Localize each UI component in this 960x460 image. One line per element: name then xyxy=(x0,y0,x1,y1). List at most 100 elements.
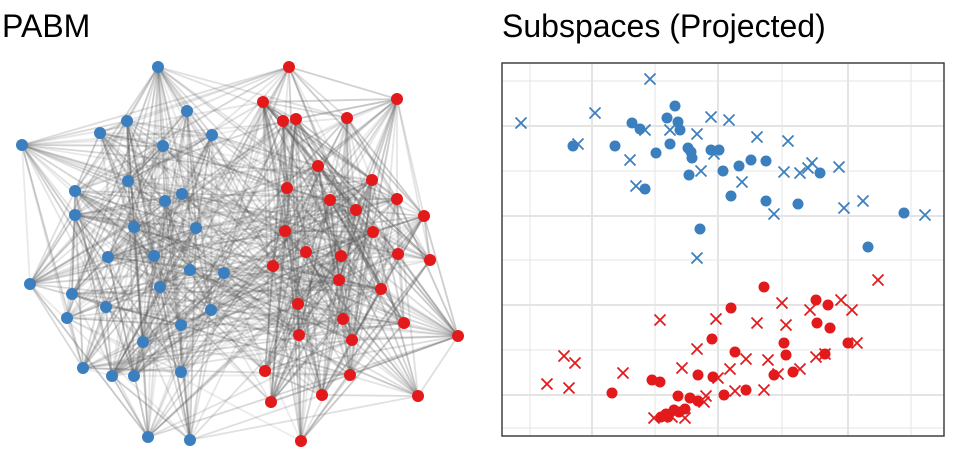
scatter-point-cross xyxy=(629,179,643,193)
network-edge xyxy=(99,132,213,136)
network-edge xyxy=(21,144,84,369)
network-edge xyxy=(71,293,149,438)
network-edge xyxy=(272,265,340,281)
network-edge xyxy=(264,231,374,372)
scatter-point-circle xyxy=(664,138,676,150)
network-edge xyxy=(21,144,342,257)
network-edge xyxy=(29,66,290,285)
network-edge xyxy=(133,286,161,377)
network-edge xyxy=(111,215,425,377)
network-edge xyxy=(133,374,351,377)
network-edge xyxy=(284,230,323,396)
network-edge xyxy=(71,279,340,295)
network-edge xyxy=(211,134,274,267)
scatter-point-cross xyxy=(809,350,823,364)
network-edge xyxy=(272,120,284,267)
network-edge xyxy=(317,165,344,320)
network-edge xyxy=(189,269,300,336)
network-edge xyxy=(264,335,459,372)
network-edge xyxy=(321,259,431,396)
network-edge xyxy=(189,269,272,403)
scatter-point-cross xyxy=(779,318,793,332)
scatter-point-cross xyxy=(647,411,661,425)
network-node-red xyxy=(412,390,424,402)
network-node-red xyxy=(300,246,312,258)
network-edge xyxy=(126,120,182,373)
network-edge xyxy=(74,190,299,305)
network-edge xyxy=(142,286,161,343)
network-edge xyxy=(133,269,191,377)
network-edge xyxy=(297,279,340,305)
network-edge xyxy=(142,255,155,343)
scatter-point-cross xyxy=(690,251,704,265)
network-node-blue xyxy=(176,188,188,200)
network-node-blue xyxy=(154,281,166,293)
network-edge xyxy=(133,165,319,228)
network-edge xyxy=(321,215,425,396)
network-edge xyxy=(164,98,398,202)
network-edge xyxy=(396,198,419,397)
network-edge xyxy=(159,286,299,305)
network-edge xyxy=(298,215,425,336)
scatter-point-cross xyxy=(918,208,932,222)
network-edge xyxy=(329,199,382,290)
scatter-point-cross xyxy=(557,349,571,363)
network-edge xyxy=(210,309,419,397)
network-edge xyxy=(147,199,331,438)
network-edge xyxy=(82,193,183,369)
scatter-point-circle xyxy=(717,165,729,177)
network-edge xyxy=(142,66,159,343)
network-edge xyxy=(133,226,182,326)
network-edge xyxy=(282,120,307,253)
scatter-point-cross xyxy=(793,362,807,376)
network-edge xyxy=(157,66,191,271)
network-edge xyxy=(210,98,398,311)
scatter-point-cross xyxy=(690,342,704,356)
network-edge xyxy=(211,134,431,261)
network-edge xyxy=(317,165,357,211)
network-edge xyxy=(162,145,344,320)
network-edge xyxy=(284,230,419,397)
network-edge xyxy=(317,165,374,233)
scatter-point-cross xyxy=(675,361,689,375)
network-edge xyxy=(181,193,382,290)
scatter-point-cross xyxy=(750,316,764,330)
network-edge xyxy=(186,110,197,229)
scatter-point-cross xyxy=(837,201,851,215)
network-edge xyxy=(262,101,323,396)
scatter-point-circle xyxy=(824,322,836,334)
network-edge xyxy=(111,286,161,377)
network-edge xyxy=(82,145,164,369)
network-edge xyxy=(74,214,272,403)
network-edge xyxy=(126,120,155,257)
network-edge xyxy=(342,198,398,320)
scatter-panel xyxy=(501,62,945,437)
network-edge xyxy=(351,198,398,341)
network-edge xyxy=(99,132,135,228)
network-edge xyxy=(142,200,166,343)
network-edge xyxy=(105,134,213,308)
network-edge xyxy=(349,231,374,376)
network-edge xyxy=(272,179,373,267)
network-edge xyxy=(126,120,191,441)
scatter-point-cross xyxy=(704,110,718,124)
network-edge xyxy=(270,215,425,403)
network-edge xyxy=(181,193,405,324)
network-edge xyxy=(99,132,135,377)
scatter-point-cross xyxy=(665,410,679,424)
scatter-point-cross xyxy=(834,293,848,307)
network-edge xyxy=(99,132,286,232)
network-edge xyxy=(298,255,342,336)
network-node-red xyxy=(344,369,356,381)
network-edge xyxy=(111,230,286,377)
network-node-red xyxy=(452,330,464,342)
network-edge xyxy=(288,66,300,336)
network-edge xyxy=(262,101,459,337)
network-edge xyxy=(107,227,197,258)
network-edge xyxy=(270,209,357,403)
network-edge xyxy=(210,134,213,311)
network-edge xyxy=(105,227,197,308)
network-edge xyxy=(107,145,164,258)
network-edge xyxy=(21,144,107,308)
network-edge xyxy=(21,144,459,337)
